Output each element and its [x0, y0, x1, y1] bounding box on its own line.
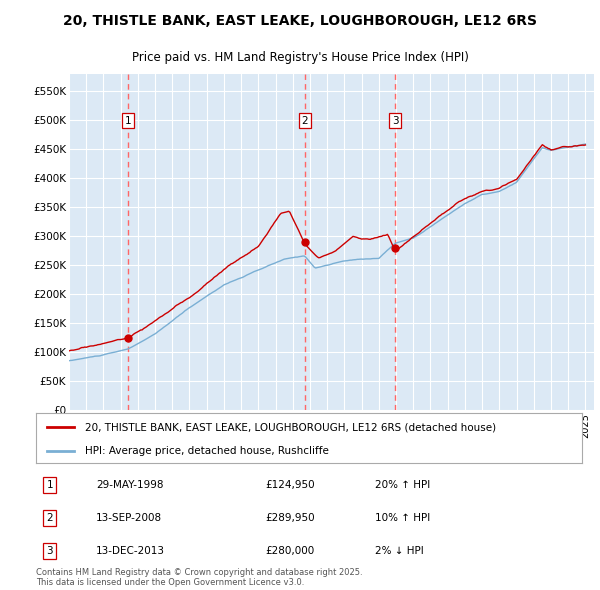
Text: 3: 3	[46, 546, 53, 556]
Text: 13-SEP-2008: 13-SEP-2008	[96, 513, 162, 523]
Text: 29-MAY-1998: 29-MAY-1998	[96, 480, 164, 490]
Text: 2: 2	[46, 513, 53, 523]
Text: 20, THISTLE BANK, EAST LEAKE, LOUGHBOROUGH, LE12 6RS (detached house): 20, THISTLE BANK, EAST LEAKE, LOUGHBOROU…	[85, 422, 496, 432]
Text: HPI: Average price, detached house, Rushcliffe: HPI: Average price, detached house, Rush…	[85, 445, 329, 455]
Text: 2% ↓ HPI: 2% ↓ HPI	[374, 546, 423, 556]
Text: £280,000: £280,000	[265, 546, 314, 556]
Text: 1: 1	[124, 116, 131, 126]
Text: 20, THISTLE BANK, EAST LEAKE, LOUGHBOROUGH, LE12 6RS: 20, THISTLE BANK, EAST LEAKE, LOUGHBOROU…	[63, 14, 537, 28]
Text: £289,950: £289,950	[265, 513, 315, 523]
Text: 2: 2	[302, 116, 308, 126]
Text: 10% ↑ HPI: 10% ↑ HPI	[374, 513, 430, 523]
Text: 13-DEC-2013: 13-DEC-2013	[96, 546, 165, 556]
Text: 1: 1	[46, 480, 53, 490]
Text: 3: 3	[392, 116, 398, 126]
Text: Price paid vs. HM Land Registry's House Price Index (HPI): Price paid vs. HM Land Registry's House …	[131, 51, 469, 64]
Text: 20% ↑ HPI: 20% ↑ HPI	[374, 480, 430, 490]
Text: £124,950: £124,950	[265, 480, 315, 490]
Text: Contains HM Land Registry data © Crown copyright and database right 2025.
This d: Contains HM Land Registry data © Crown c…	[36, 568, 362, 587]
